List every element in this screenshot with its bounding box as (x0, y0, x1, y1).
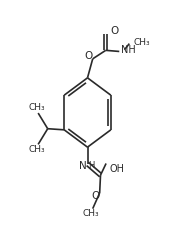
Text: CH₃: CH₃ (28, 145, 45, 154)
Text: OH: OH (110, 164, 125, 174)
Text: O: O (92, 191, 100, 201)
Text: CH₃: CH₃ (83, 209, 99, 218)
Text: H: H (89, 161, 95, 170)
Text: O: O (84, 51, 93, 61)
Text: N: N (79, 161, 87, 171)
Text: O: O (110, 26, 118, 36)
Text: NH: NH (121, 45, 136, 55)
Text: CH₃: CH₃ (133, 38, 150, 47)
Text: CH₃: CH₃ (28, 103, 45, 112)
